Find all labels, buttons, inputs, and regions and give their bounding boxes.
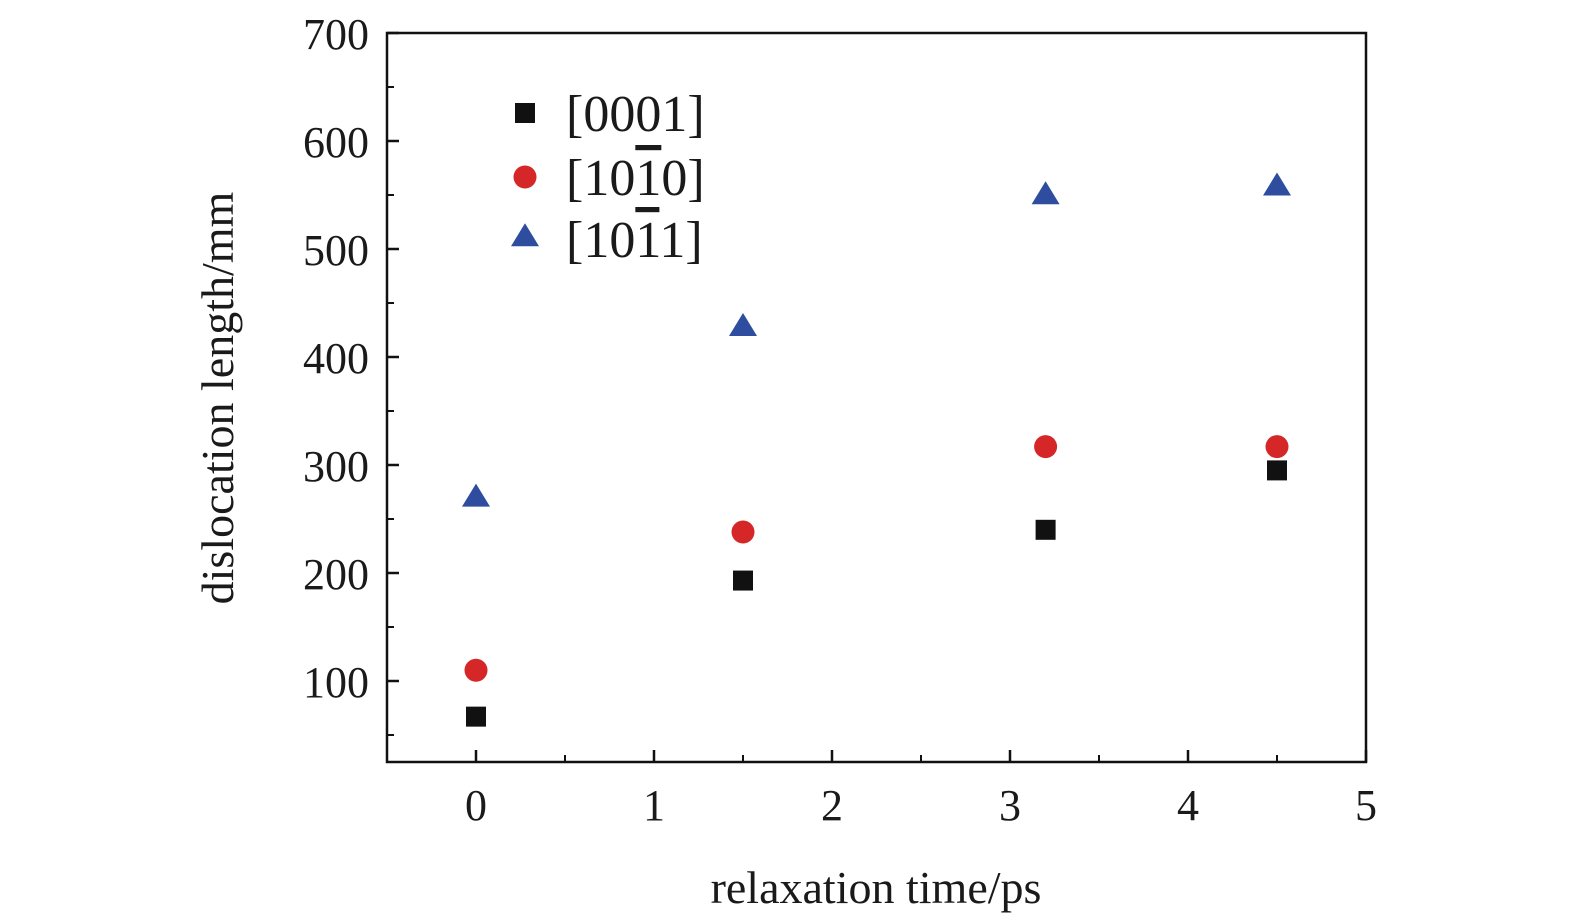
- x-tick-label: 5: [1355, 781, 1377, 830]
- data-point-series-0: [466, 706, 486, 727]
- x-tick-label: 2: [821, 781, 843, 830]
- y-tick-label: 100: [303, 658, 369, 707]
- y-tick-label: 500: [303, 226, 369, 275]
- legend: [0001] [1010] [1011]: [511, 86, 705, 269]
- legend-label-10-10: [1010]: [566, 150, 705, 207]
- legend-label-10-11: [1011]: [566, 212, 703, 269]
- data-point-series-2: [462, 483, 490, 507]
- x-tick-label: 1: [643, 781, 665, 830]
- legend-marker-series-0: [515, 103, 535, 123]
- legend-markers: [511, 103, 539, 247]
- data-point-series-2: [1031, 181, 1060, 205]
- data-point-series-0: [1267, 460, 1287, 481]
- data-point-series-0: [733, 570, 753, 591]
- y-tick-label: 300: [303, 442, 369, 491]
- data-point-series-1: [464, 658, 488, 682]
- x-tick-label: 4: [1177, 781, 1199, 830]
- x-tick-label: 0: [465, 781, 487, 830]
- y-axis-title: dislocation length/mm: [192, 191, 243, 604]
- legend-label-0001: [0001]: [566, 86, 705, 143]
- x-axis-title: relaxation time/ps: [711, 862, 1042, 913]
- marks-layer: [462, 172, 1291, 727]
- y-tick-label: 600: [303, 118, 369, 167]
- data-point-series-1: [731, 520, 755, 544]
- data-point-series-1: [1265, 435, 1289, 459]
- y-tick-label: 200: [303, 550, 369, 599]
- legend-marker-series-2: [511, 223, 539, 247]
- y-tick-label: 400: [303, 334, 369, 383]
- data-point-series-2: [729, 312, 757, 336]
- legend-marker-series-1: [513, 165, 537, 189]
- axes-layer: 0 1 2 3 4 5 100 200 300 400 500 600 700: [303, 10, 1377, 830]
- data-point-series-0: [1035, 519, 1056, 540]
- plot-frame: [385, 31, 1368, 764]
- x-tick-label: 3: [999, 781, 1021, 830]
- data-point-series-1: [1034, 435, 1058, 459]
- data-point-series-2: [1263, 172, 1291, 196]
- y-tick-label: 700: [303, 10, 369, 59]
